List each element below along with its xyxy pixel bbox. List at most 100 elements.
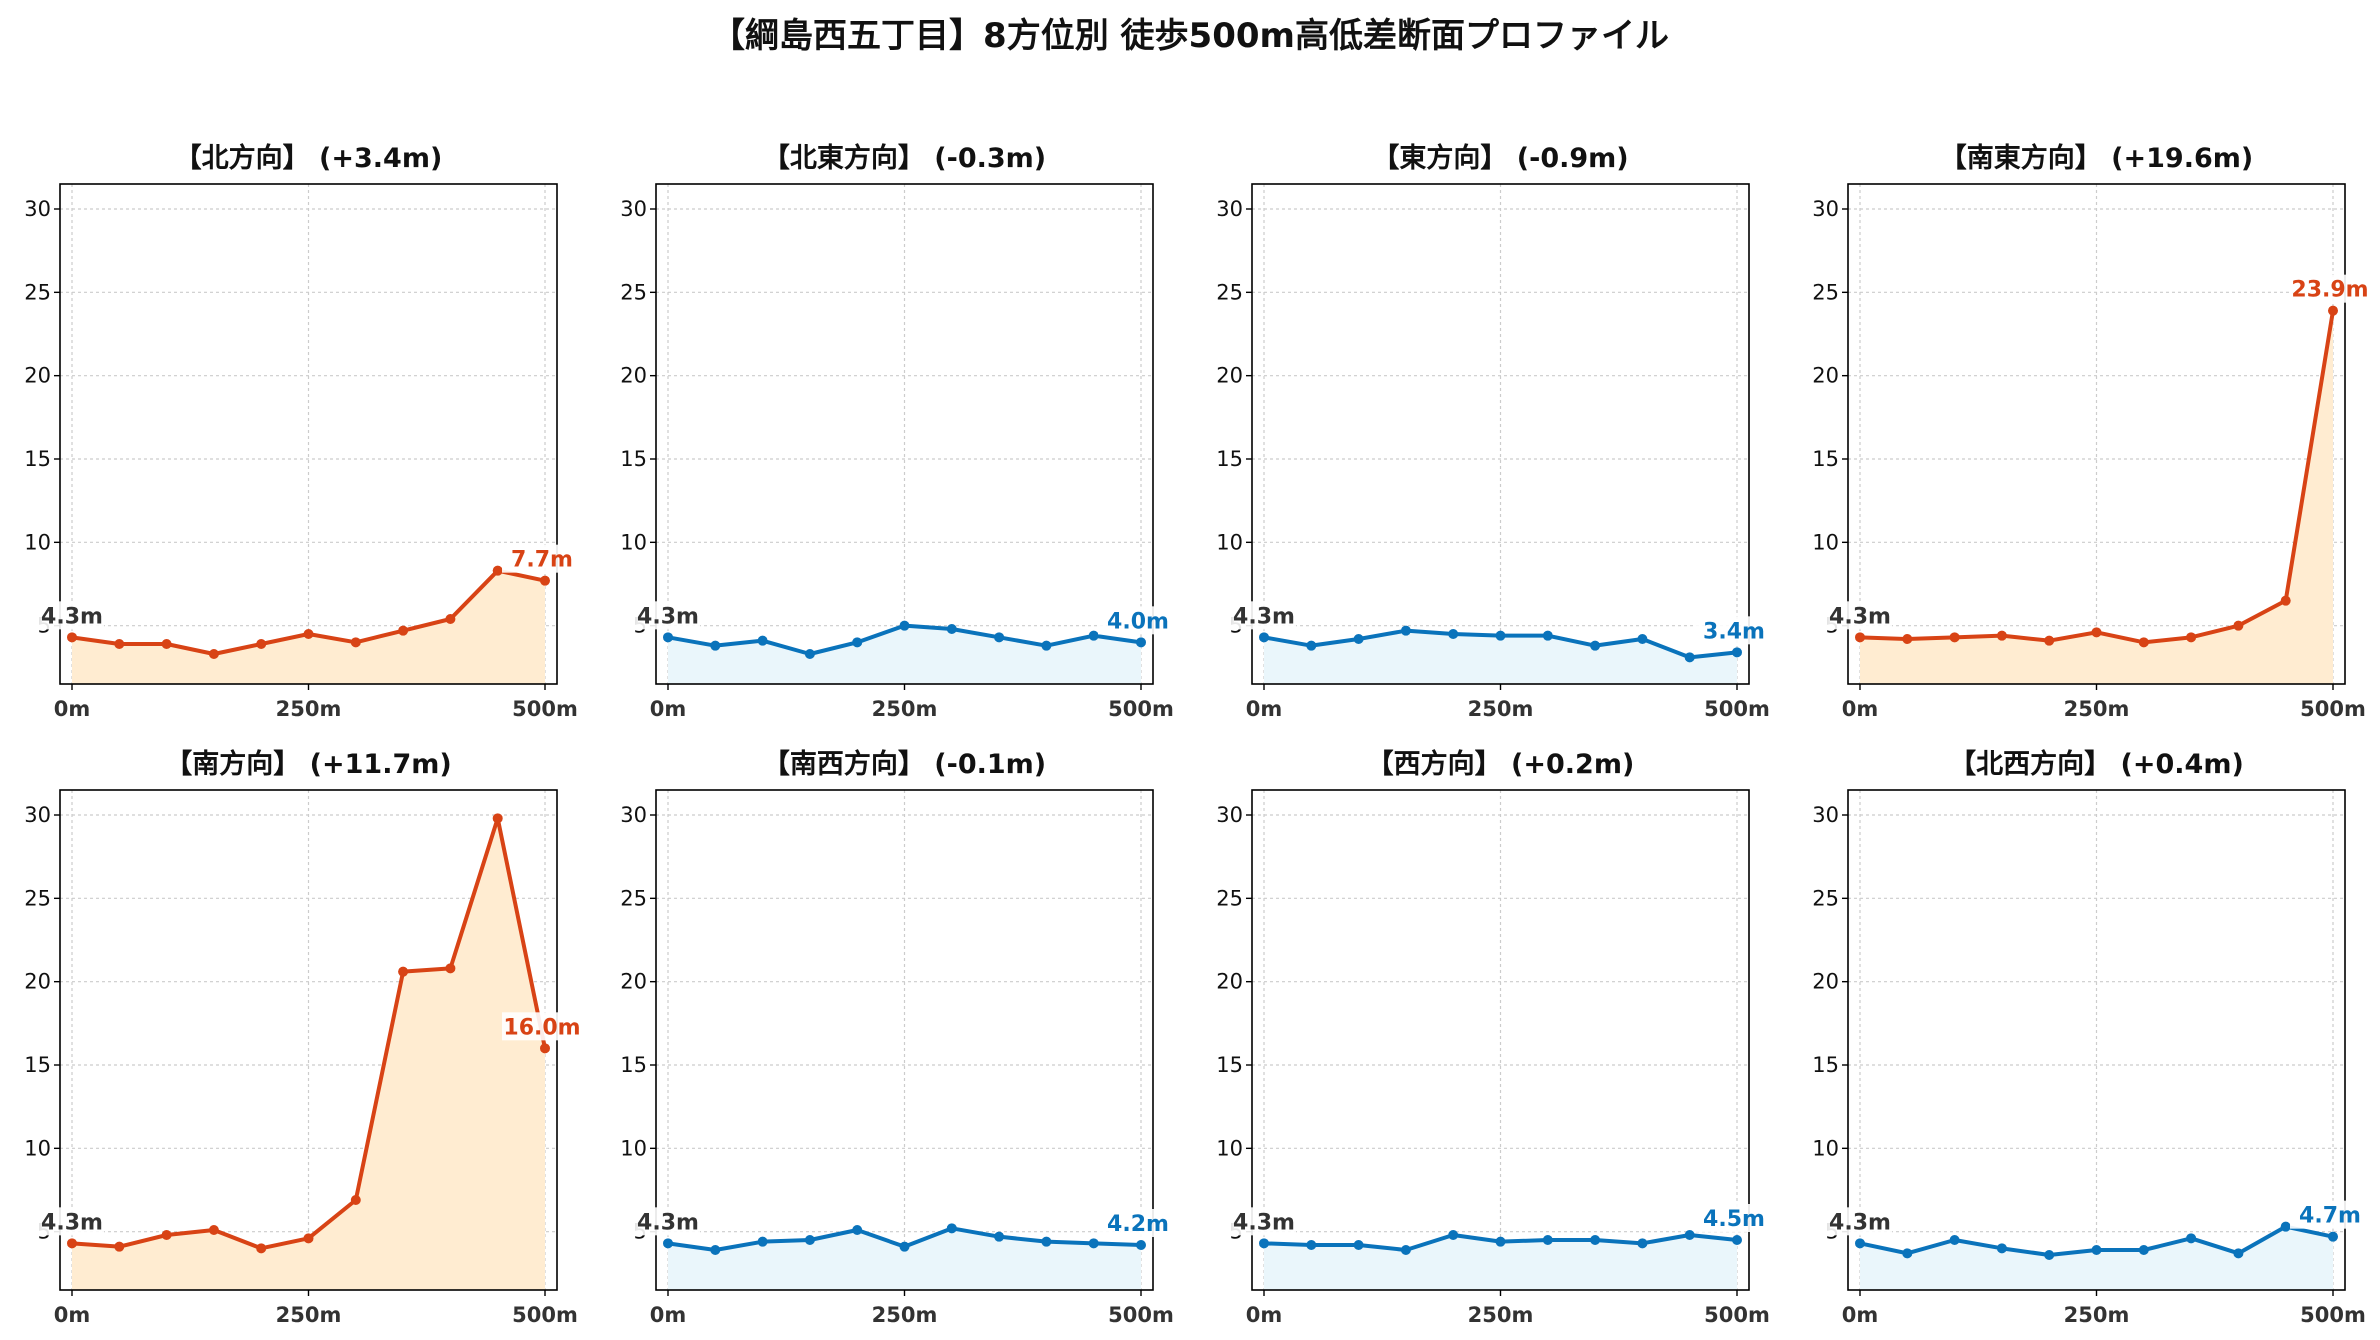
end-elevation-label: 4.5m	[1703, 1207, 1765, 1232]
panel-0: 【北方向】 (+3.4m)510152025300m250m500m4.3m7.…	[24, 142, 582, 721]
elevation-point	[1684, 1230, 1695, 1240]
elevation-point	[1996, 1243, 2007, 1254]
elevation-point	[2186, 1233, 2197, 1244]
y-tick-label: 10	[1812, 530, 1839, 554]
elevation-point	[303, 1233, 314, 1244]
start-label-bg	[1828, 601, 1892, 630]
y-tick-label: 20	[1216, 364, 1243, 388]
panel-title: 【東方向】 (-0.9m)	[1372, 142, 1628, 174]
y-tick-label: 25	[24, 886, 51, 910]
start-elevation-label: 4.3m	[1233, 604, 1295, 629]
end-elevation-label: 4.2m	[1107, 1212, 1169, 1237]
panel-title: 【北西方向】 (+0.4m)	[1949, 748, 2244, 780]
y-tick-label: 25	[24, 280, 51, 304]
x-tick-label: 0m	[54, 1303, 91, 1327]
elevation-point	[1542, 630, 1553, 641]
elevation-point	[852, 1225, 863, 1235]
elevation-point	[1855, 632, 1865, 643]
panel-3: 【南東方向】 (+19.6m)510152025300m250m500m4.3m…	[1812, 142, 2370, 721]
y-tick-label: 20	[1812, 364, 1839, 388]
elevation-point	[540, 575, 550, 586]
start-label-bg	[636, 601, 700, 630]
elevation-point	[1041, 1236, 1052, 1247]
x-tick-label: 0m	[54, 697, 91, 721]
elevation-point	[1088, 630, 1099, 641]
elevation-point	[445, 614, 456, 624]
elevation-point	[1637, 1238, 1648, 1249]
x-tick-label: 250m	[276, 1303, 342, 1327]
start-label-bg	[1828, 1207, 1892, 1236]
end-elevation-label: 4.0m	[1107, 609, 1169, 634]
y-tick-label: 15	[24, 1053, 51, 1077]
y-tick-label: 15	[1216, 1053, 1243, 1077]
elevation-point	[1902, 1248, 1913, 1259]
x-tick-label: 250m	[2064, 1303, 2130, 1327]
elevation-point	[710, 1245, 721, 1255]
elevation-point	[2233, 1248, 2244, 1259]
start-label-bg	[636, 1207, 700, 1236]
elevation-point	[2186, 632, 2197, 643]
x-tick-label: 0m	[650, 1303, 687, 1327]
end-label-bg	[502, 1012, 582, 1041]
elevation-point	[161, 1230, 172, 1240]
y-tick-label: 30	[1216, 197, 1243, 221]
panel-title: 【西方向】 (+0.2m)	[1367, 748, 1635, 780]
x-tick-label: 500m	[1704, 1303, 1770, 1327]
elevation-point	[2091, 1245, 2102, 1255]
elevation-point	[67, 632, 77, 643]
x-tick-label: 250m	[1468, 697, 1534, 721]
elevation-point	[1041, 640, 1052, 651]
x-tick-label: 500m	[1108, 1303, 1174, 1327]
x-tick-label: 500m	[1704, 697, 1770, 721]
end-elevation-label: 23.9m	[2291, 278, 2368, 303]
elevation-point	[1732, 1235, 1742, 1245]
panel-2: 【東方向】 (-0.9m)510152025300m250m500m4.3m3.…	[1216, 142, 1774, 721]
elevation-area	[1860, 310, 2333, 684]
elevation-point	[757, 1236, 768, 1247]
elevation-point	[67, 1238, 77, 1249]
start-elevation-label: 4.3m	[637, 1210, 699, 1235]
y-tick-label: 10	[24, 530, 51, 554]
end-label-bg	[2290, 274, 2370, 303]
elevation-point	[2280, 595, 2291, 606]
panel-7: 【北西方向】 (+0.4m)510152025300m250m500m4.3m4…	[1812, 748, 2370, 1327]
start-elevation-label: 4.3m	[41, 604, 103, 629]
elevation-area	[72, 818, 545, 1290]
elevation-point	[899, 620, 910, 631]
elevation-point	[350, 637, 361, 648]
start-label-bg	[40, 601, 104, 630]
elevation-point	[946, 624, 957, 634]
y-tick-label: 10	[24, 1136, 51, 1160]
elevation-point	[1949, 632, 1960, 643]
y-tick-label: 20	[1812, 970, 1839, 994]
elevation-point	[398, 625, 409, 636]
elevation-point	[1136, 1240, 1146, 1250]
panel-1: 【北東方向】 (-0.3m)510152025300m250m500m4.3m4…	[620, 142, 1178, 721]
elevation-point	[256, 1243, 267, 1254]
elevation-point	[1088, 1238, 1099, 1249]
elevation-point	[208, 649, 219, 659]
elevation-area	[72, 570, 545, 684]
elevation-point	[663, 1238, 673, 1249]
y-tick-label: 10	[620, 1136, 647, 1160]
x-tick-label: 250m	[276, 697, 342, 721]
y-tick-label: 25	[1216, 886, 1243, 910]
panel-title: 【南方向】 (+11.7m)	[165, 748, 451, 780]
elevation-point	[1353, 1240, 1364, 1250]
x-tick-label: 250m	[1468, 1303, 1534, 1327]
y-tick-label: 25	[620, 886, 647, 910]
elevation-point	[2328, 1231, 2338, 1242]
y-tick-label: 30	[1216, 803, 1243, 827]
y-tick-label: 15	[24, 447, 51, 471]
elevation-area	[668, 1228, 1141, 1290]
y-tick-label: 15	[1812, 1053, 1839, 1077]
panel-title: 【北東方向】 (-0.3m)	[763, 142, 1046, 174]
start-elevation-label: 4.3m	[1233, 1210, 1295, 1235]
end-elevation-label: 3.4m	[1703, 619, 1765, 644]
elevation-area	[1860, 1226, 2333, 1290]
x-tick-label: 500m	[512, 697, 578, 721]
x-tick-label: 500m	[2300, 697, 2366, 721]
end-elevation-label: 4.7m	[2299, 1204, 2361, 1229]
y-tick-label: 30	[24, 197, 51, 221]
